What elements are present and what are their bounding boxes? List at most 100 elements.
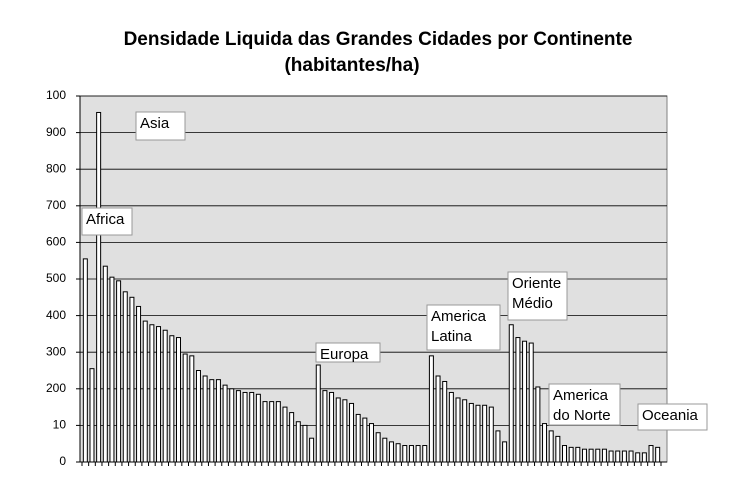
bar xyxy=(182,353,188,463)
bar xyxy=(109,276,115,463)
bar xyxy=(82,258,88,463)
bar xyxy=(628,450,634,463)
annotation: Oriente Médio xyxy=(507,271,568,321)
bar xyxy=(142,320,148,463)
bar xyxy=(515,337,521,463)
bar xyxy=(362,417,368,463)
bar xyxy=(335,397,341,463)
bar xyxy=(442,380,448,463)
bar xyxy=(581,448,587,463)
bar xyxy=(309,437,315,463)
annotation: America Latina xyxy=(426,304,501,351)
bar xyxy=(176,337,181,463)
y-tick-label: 500 xyxy=(46,271,66,285)
y-tick-label: 300 xyxy=(46,344,66,358)
bar xyxy=(542,423,548,463)
annotation-box xyxy=(548,383,621,426)
bar xyxy=(648,445,654,463)
bar xyxy=(282,406,288,463)
annotation-text: do Norte xyxy=(553,407,611,424)
bar xyxy=(475,404,481,463)
bar xyxy=(136,305,142,463)
bar xyxy=(635,452,641,463)
bar xyxy=(482,404,488,463)
bar xyxy=(215,379,221,463)
annotation-text: Africa xyxy=(86,211,125,228)
bar xyxy=(129,296,135,463)
y-tick-label: 900 xyxy=(46,125,66,139)
bar xyxy=(322,390,328,463)
bar xyxy=(528,342,534,463)
bar xyxy=(329,391,335,463)
bar xyxy=(388,441,394,463)
bar xyxy=(402,445,408,463)
bar xyxy=(608,450,614,463)
bar xyxy=(535,386,541,463)
annotation-box xyxy=(81,207,133,236)
y-tick-label: 10 xyxy=(53,418,67,432)
bar xyxy=(269,401,275,463)
bar xyxy=(375,432,381,463)
bar xyxy=(156,326,162,463)
annotation-text: Médio xyxy=(512,295,553,312)
bar xyxy=(275,401,281,463)
bar xyxy=(355,413,361,463)
bar xyxy=(422,445,428,463)
bar xyxy=(242,391,248,463)
bar xyxy=(655,446,661,463)
bar xyxy=(502,441,508,463)
bar xyxy=(122,291,128,463)
y-tick-label: 200 xyxy=(46,381,66,395)
annotation-text: Asia xyxy=(140,115,170,132)
bar xyxy=(462,399,468,463)
bar xyxy=(249,391,255,463)
bar xyxy=(615,450,621,463)
bar xyxy=(162,329,168,463)
annotation-box xyxy=(637,403,708,431)
bar xyxy=(96,111,102,463)
bar xyxy=(255,393,261,463)
bar xyxy=(548,430,554,463)
bar xyxy=(229,388,235,463)
bar xyxy=(395,443,401,463)
annotation-text: Latina xyxy=(431,328,473,345)
bar xyxy=(468,402,474,463)
annotation: Oceania xyxy=(637,403,708,431)
bar xyxy=(202,375,208,463)
annotation: America do Norte xyxy=(548,383,621,426)
bar xyxy=(102,265,108,463)
bar xyxy=(382,437,388,463)
bar xyxy=(169,335,175,463)
bar xyxy=(621,450,627,463)
bar xyxy=(89,368,95,463)
bar xyxy=(601,448,607,463)
y-tick-label: 400 xyxy=(46,308,66,322)
bar xyxy=(408,445,414,463)
bar xyxy=(369,423,374,463)
bar xyxy=(189,355,195,463)
bar xyxy=(568,446,574,463)
chart-title: Densidade Liquida das Grandes Cidades po… xyxy=(124,29,633,50)
annotation-text: America xyxy=(431,308,487,325)
bar xyxy=(508,324,514,463)
bar xyxy=(209,379,215,463)
bar xyxy=(522,340,528,463)
annotation-box xyxy=(507,271,568,321)
annotation-text: America xyxy=(553,387,609,404)
bar xyxy=(595,448,601,463)
bar xyxy=(562,445,567,463)
bar xyxy=(315,364,321,463)
annotation-box xyxy=(315,342,381,363)
annotation: Asia xyxy=(135,111,186,141)
bar xyxy=(575,446,581,463)
bar xyxy=(295,421,301,463)
bar xyxy=(349,402,355,463)
y-tick-label: 800 xyxy=(46,161,66,175)
bar xyxy=(195,370,201,463)
bar xyxy=(435,375,441,463)
annotation-box xyxy=(426,304,501,351)
bar xyxy=(235,390,241,463)
bar xyxy=(555,435,561,463)
bar xyxy=(302,424,308,463)
